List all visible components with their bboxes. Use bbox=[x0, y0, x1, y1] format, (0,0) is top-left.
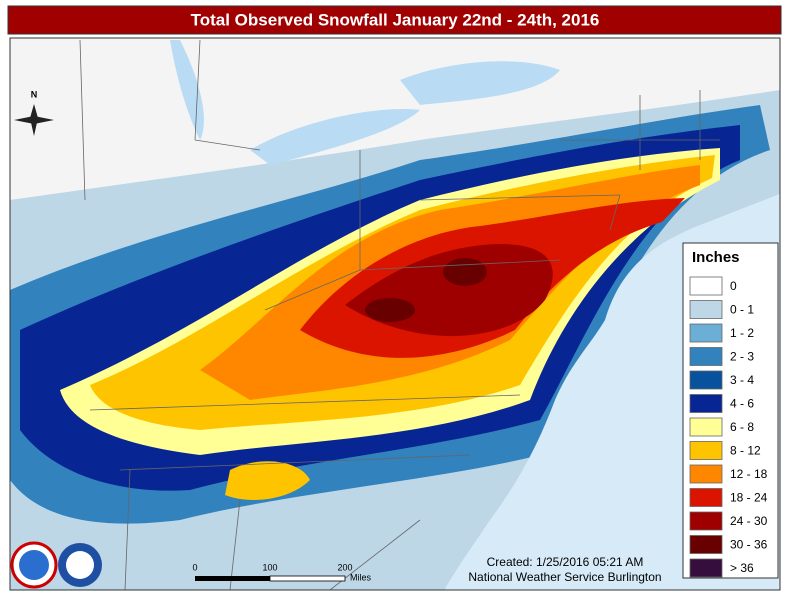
legend-swatch bbox=[689, 276, 723, 296]
source-text: National Weather Service Burlington bbox=[468, 570, 661, 584]
legend-label: 24 - 30 bbox=[730, 514, 768, 528]
scale-unit: Miles bbox=[350, 572, 372, 582]
legend-title: Inches bbox=[692, 249, 740, 266]
scale-label: 100 bbox=[262, 562, 277, 572]
legend-label: 30 - 36 bbox=[730, 538, 768, 552]
legend-swatch bbox=[689, 370, 723, 390]
map-area bbox=[10, 38, 780, 590]
legend-swatch bbox=[689, 511, 723, 531]
state-borders bbox=[79, 39, 720, 590]
legend-swatch bbox=[689, 300, 723, 319]
legend-swatch bbox=[689, 347, 723, 366]
legend-swatch bbox=[689, 417, 723, 437]
legend-label: > 36 bbox=[730, 561, 754, 575]
legend-label: 1 - 2 bbox=[730, 326, 754, 340]
lake bbox=[400, 61, 560, 105]
scale-label: 200 bbox=[337, 562, 352, 572]
legend-label: 8 - 12 bbox=[730, 444, 761, 458]
map-frame bbox=[9, 37, 781, 591]
logos bbox=[10, 541, 102, 589]
title-bar bbox=[7, 5, 782, 35]
legend-label: 3 - 4 bbox=[730, 373, 754, 387]
snow-30-36 bbox=[365, 298, 415, 322]
compass: N bbox=[14, 89, 54, 136]
legend-label: 6 - 8 bbox=[730, 420, 754, 434]
legend-swatch bbox=[689, 558, 723, 578]
map-title: Total Observed Snowfall January 22nd - 2… bbox=[191, 10, 600, 29]
legend-label: 18 - 24 bbox=[730, 491, 768, 505]
lake bbox=[170, 40, 204, 140]
compass-north: N bbox=[31, 89, 38, 99]
legend-label: 0 bbox=[730, 279, 737, 293]
snow-8-12 bbox=[225, 461, 310, 500]
legend-label: 2 - 3 bbox=[730, 350, 754, 364]
lake bbox=[250, 109, 420, 165]
legend-swatch bbox=[689, 464, 723, 484]
scale-label: 0 bbox=[192, 562, 197, 572]
legend-swatch bbox=[689, 394, 723, 413]
legend: Inches 0 0 - 1 1 - 2 2 - 3 3 - 4 4 - 6 6 - 8 8 … bbox=[682, 242, 779, 579]
snow-30-36 bbox=[443, 258, 487, 286]
legend-swatch bbox=[689, 535, 723, 554]
legend-label: 12 - 18 bbox=[730, 467, 768, 481]
legend-swatch bbox=[689, 441, 723, 460]
created-text: Created: 1/25/2016 05:21 AM bbox=[487, 555, 644, 569]
legend-label: 4 - 6 bbox=[730, 397, 754, 411]
legend-swatch bbox=[689, 488, 723, 507]
legend-swatch bbox=[689, 323, 723, 343]
legend-label: 0 - 1 bbox=[730, 303, 754, 317]
